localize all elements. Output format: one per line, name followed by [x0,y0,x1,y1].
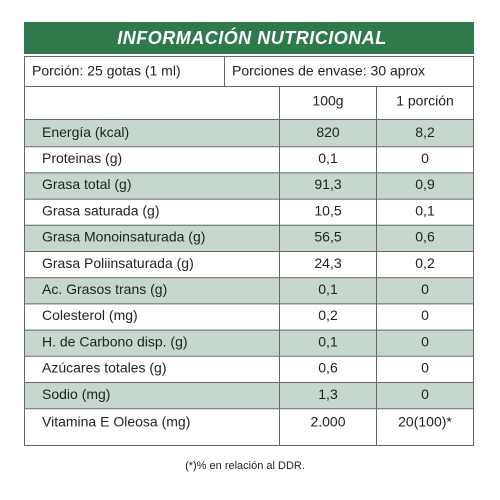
value-portion: 0,1 [415,202,435,218]
value-100g: 2.000 [310,414,345,430]
row-shade [25,172,473,199]
nutrient-label: H. de Carbono disp. (g) [42,333,188,349]
header-band [24,22,474,54]
row-shade [25,224,473,251]
value-100g: 56,5 [314,229,341,245]
nutrient-label: Grasa Monoinsaturada (g) [42,229,205,245]
value-portion: 0,2 [415,255,435,271]
value-portion: 0 [421,333,429,349]
value-100g: 0,2 [318,307,338,323]
value-portion: 0 [421,360,429,376]
value-portion: 0,9 [415,176,435,192]
nutrient-label: Vitamina E Oleosa (mg) [42,414,190,430]
column-header: 1 porción [396,93,454,109]
portion: Porción: 25 gotas (1 ml) [32,63,181,79]
value-100g: 1,3 [318,386,338,402]
value-100g: 10,5 [314,202,341,218]
value-100g: 91,3 [314,176,341,192]
row-shade [25,329,473,356]
nutrient-label: Azúcares totales (g) [42,360,167,376]
value-100g: 820 [316,124,340,140]
nutrient-label: Grasa total (g) [42,176,131,192]
value-portion: 8,2 [415,124,435,140]
value-100g: 0,1 [318,150,338,166]
row-shade [25,382,473,409]
row-shade [25,277,473,304]
nutrient-label: Ac. Grasos trans (g) [42,281,167,297]
value-100g: 0,1 [318,281,338,297]
footnote: (*)% en relación al DDR. [185,460,305,472]
value-portion: 0,6 [415,229,435,245]
value-portion: 0 [421,307,429,323]
nutrient-label: Energía (kcal) [42,124,129,140]
value-100g: 0,1 [318,333,338,349]
value-100g: 24,3 [314,255,341,271]
nutrient-label: Sodio (mg) [42,386,110,402]
column-header: 100g [312,93,343,109]
servings: Porciones de envase: 30 aprox [232,63,425,79]
value-portion: 0 [421,150,429,166]
row-shade [25,120,473,147]
nutrient-label: Grasa Poliinsaturada (g) [42,255,194,271]
value-portion: 0 [421,281,429,297]
nutrient-label: Colesterol (mg) [42,307,138,323]
value-portion: 20(100)* [398,414,452,430]
value-100g: 0,6 [318,360,338,376]
title: INFORMACIÓN NUTRICIONAL [117,27,386,48]
value-portion: 0 [421,386,429,402]
nutrient-label: Proteinas (g) [42,150,122,166]
nutrient-label: Grasa saturada (g) [42,202,160,218]
